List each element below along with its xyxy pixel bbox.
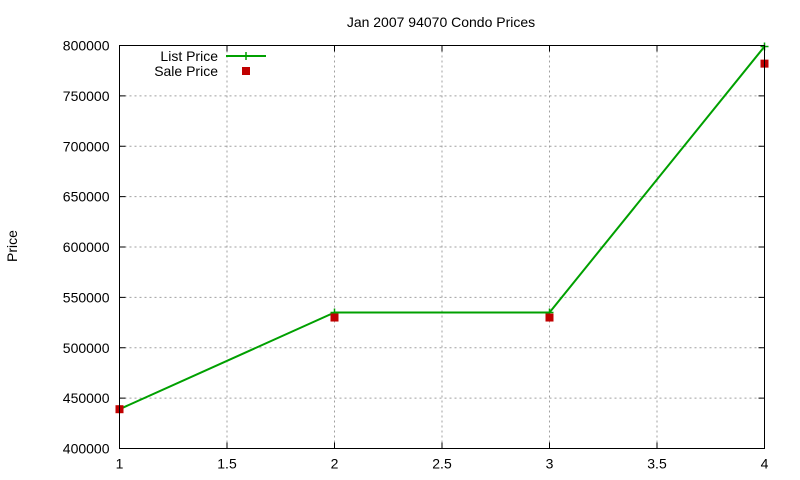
y-axis-label: Price [4, 230, 20, 262]
y-tick-label: 500000 [63, 340, 110, 356]
list-price-line [119, 45, 766, 411]
axis-ticks: 1 1.5 2 2.5 3 3.5 4 400000 450000 500000 550000 600… [63, 38, 769, 472]
y-tick-label: 400000 [63, 441, 110, 457]
legend-marker-sale-price [242, 67, 250, 75]
y-tick-label: 600000 [63, 239, 110, 255]
y-tick-label: 450000 [63, 390, 110, 406]
y-tick-label: 550000 [63, 289, 110, 305]
y-tick-label: 800000 [63, 38, 110, 54]
sale-price-point [330, 313, 339, 322]
y-tick-label: 700000 [63, 138, 110, 154]
y-tick-label: 650000 [63, 189, 110, 205]
legend-label-list-price: List Price [160, 48, 218, 64]
x-tick-label: 4 [761, 456, 769, 472]
x-tick-label: 3.5 [647, 456, 667, 472]
legend-label-sale-price: Sale Price [154, 63, 218, 79]
y-tick-label: 750000 [63, 88, 110, 104]
grid-lines [119, 45, 765, 449]
x-tick-label: 1.5 [217, 456, 237, 472]
plot-series [115, 42, 769, 414]
x-tick-label: 2.5 [432, 456, 452, 472]
x-tick-label: 2 [331, 456, 339, 472]
plot-frame [119, 45, 765, 449]
x-tick-label: 1 [116, 456, 124, 472]
x-tick-label: 3 [546, 456, 554, 472]
sale-price-point [545, 313, 554, 322]
chart-title: Jan 2007 94070 Condo Prices [347, 14, 535, 30]
